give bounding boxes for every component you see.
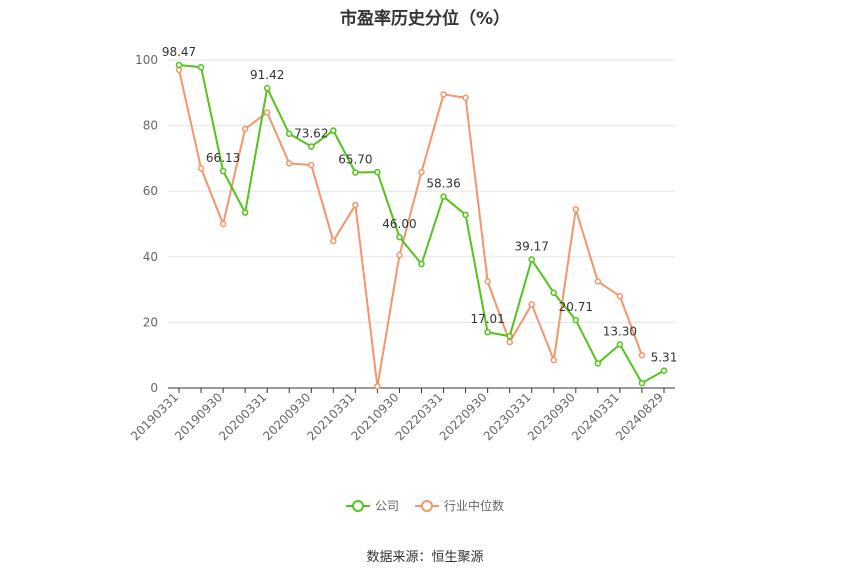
data-point bbox=[352, 201, 359, 209]
data-label: 39.17 bbox=[515, 240, 549, 254]
data-point bbox=[528, 301, 535, 308]
data-point bbox=[330, 127, 337, 134]
data-label: 20.71 bbox=[559, 300, 593, 314]
series-line bbox=[178, 69, 643, 388]
data-point bbox=[285, 130, 293, 138]
x-tick-label: 20240829 bbox=[613, 390, 666, 443]
data-point bbox=[219, 167, 227, 175]
data-label: 73.62 bbox=[294, 127, 328, 141]
data-point bbox=[616, 292, 624, 300]
data-label: 66.13 bbox=[206, 151, 240, 165]
data-point bbox=[418, 168, 425, 176]
y-tick-label: 80 bbox=[143, 119, 158, 133]
data-point bbox=[374, 168, 381, 176]
data-point bbox=[638, 351, 646, 359]
legend: 公司 行业中位数 bbox=[0, 497, 850, 514]
data-point bbox=[263, 109, 271, 116]
data-point bbox=[594, 360, 602, 367]
data-label: 17.01 bbox=[470, 312, 504, 326]
data-point bbox=[572, 316, 580, 324]
data-label: 91.42 bbox=[250, 68, 284, 82]
data-point bbox=[484, 278, 491, 285]
legend-label-company: 公司 bbox=[374, 499, 399, 513]
data-point bbox=[506, 332, 513, 340]
data-point bbox=[506, 338, 513, 346]
data-point bbox=[241, 209, 249, 216]
legend-item-company[interactable]: 公司 bbox=[345, 497, 399, 514]
data-label: 5.31 bbox=[651, 351, 678, 365]
source-note: 数据来源：恒生聚源 bbox=[366, 550, 484, 565]
data-point bbox=[550, 356, 558, 364]
data-point bbox=[550, 289, 558, 297]
data-point bbox=[462, 94, 469, 101]
series-lines bbox=[175, 61, 668, 390]
data-point bbox=[175, 61, 183, 69]
data-label: 58.36 bbox=[426, 177, 460, 191]
series-line bbox=[178, 64, 665, 385]
legend-swatch-industry-median bbox=[415, 499, 439, 512]
data-point bbox=[440, 91, 447, 98]
data-point bbox=[374, 383, 381, 390]
grid-lines bbox=[168, 59, 675, 323]
data-label: 98.47 bbox=[162, 45, 196, 59]
y-tick-label: 0 bbox=[150, 381, 158, 395]
data-point bbox=[396, 251, 403, 259]
data-point bbox=[484, 328, 491, 336]
data-point bbox=[352, 169, 359, 176]
y-tick-label: 40 bbox=[143, 250, 158, 264]
data-point bbox=[308, 161, 315, 169]
legend-label-industry-median: 行业中位数 bbox=[444, 499, 505, 513]
legend-swatch-company bbox=[345, 499, 370, 512]
chart-title: 市盈率历史分位（%） bbox=[339, 9, 511, 29]
data-point bbox=[616, 341, 624, 348]
data-point bbox=[396, 233, 403, 241]
data-label: 13.30 bbox=[603, 324, 637, 338]
data-point bbox=[418, 260, 425, 268]
data-point bbox=[197, 164, 205, 172]
data-point bbox=[197, 63, 205, 71]
data-point bbox=[308, 143, 315, 150]
data-point bbox=[462, 211, 469, 219]
data-point bbox=[440, 193, 447, 200]
data-point bbox=[594, 278, 602, 285]
data-point bbox=[241, 125, 249, 133]
data-point bbox=[660, 367, 668, 374]
data-point bbox=[219, 220, 227, 228]
data-point bbox=[572, 205, 580, 213]
data-point bbox=[330, 237, 337, 245]
data-point bbox=[285, 160, 293, 167]
data-label: 46.00 bbox=[382, 217, 416, 231]
data-point bbox=[263, 84, 271, 92]
data-point bbox=[638, 379, 646, 387]
data-labels: 98.47 66.13 91.42 73.62 65.70 46.00 58.36 17.01… bbox=[162, 45, 677, 365]
data-label: 65.70 bbox=[338, 153, 372, 167]
y-tick-label: 20 bbox=[143, 315, 158, 329]
y-tick-label: 60 bbox=[143, 184, 158, 198]
y-tick-label: 100 bbox=[135, 53, 158, 67]
legend-item-industry-median[interactable]: 行业中位数 bbox=[415, 497, 504, 514]
data-point bbox=[528, 256, 535, 263]
